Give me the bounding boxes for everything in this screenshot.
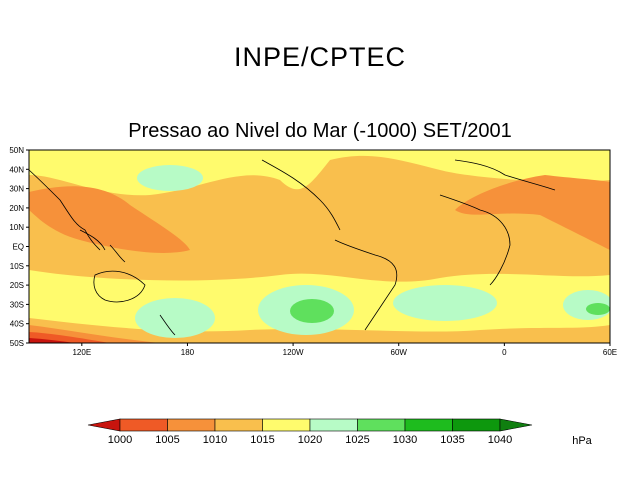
latitude-axis: 50N 40N 30N 20N 10N EQ 10S 20S 30S 40S 50S (9, 146, 29, 348)
lat-tick-label: 20N (9, 204, 24, 213)
lon-tick-label: 180 (181, 348, 195, 357)
colorbar-label: 1035 (440, 434, 464, 446)
colorbar-swatch (167, 418, 216, 432)
lon-tick-label: 0 (502, 348, 507, 357)
pressure-field (29, 150, 610, 343)
colorbar-label: 1005 (155, 434, 179, 446)
colorbar-label: 1025 (345, 434, 369, 446)
map-title: Pressao ao Nivel do Mar (-1000) SET/2001 (128, 120, 512, 142)
high-tasman (135, 298, 215, 338)
colorbar-unit: hPa (572, 435, 592, 447)
colorbar-swatch (309, 418, 358, 432)
coast-australia (93, 270, 146, 303)
lat-tick-label: 40N (9, 165, 24, 174)
lat-tick-label: EQ (12, 243, 24, 252)
lat-tick-label: 50N (9, 146, 24, 155)
coast-europe (454, 159, 556, 191)
colorbar-label: 1010 (203, 434, 227, 446)
colorbar-label: 1015 (250, 434, 274, 446)
colorbar-swatch (404, 418, 453, 432)
lon-tick-label: 120W (283, 348, 304, 357)
lat-tick-label: 20S (10, 281, 24, 290)
colorbar: 1000 1005 1010 1015 1020 1025 1030 1035 1040 hPa (87, 418, 593, 447)
lon-tick-label: 120E (72, 348, 91, 357)
coast-north-america (261, 159, 341, 231)
low-africa-asia (455, 175, 610, 250)
coast-south-america (334, 239, 398, 331)
core-indian (586, 303, 610, 315)
colorbar-swatch (452, 418, 501, 432)
coast-maritime (79, 229, 126, 263)
colorbar-swatch (87, 418, 121, 432)
coast-new-zealand (159, 314, 176, 336)
coast-asia (29, 169, 101, 251)
colorbar-swatch (262, 418, 311, 432)
field-dark3 (29, 338, 75, 343)
lon-tick-label: 60W (391, 348, 408, 357)
high-south-atlantic (393, 285, 497, 321)
colorbar-swatch (499, 418, 533, 432)
lat-tick-label: 40S (10, 320, 24, 329)
lat-tick-label: 50S (10, 339, 24, 348)
low-west-pacific (29, 186, 190, 253)
coastlines (29, 159, 556, 336)
lat-tick-label: 30N (9, 185, 24, 194)
lat-tick-label: 10N (9, 223, 24, 232)
colorbar-swatch (119, 418, 168, 432)
header-title: INPE/CPTEC (233, 42, 407, 72)
colorbar-label: 1030 (393, 434, 417, 446)
lat-tick-label: 30S (10, 300, 24, 309)
longitude-axis: 120E 180 120W 60W 0 60E (72, 343, 617, 357)
colorbar-label: 1040 (488, 434, 512, 446)
core-south-pacific (290, 299, 334, 323)
lat-tick-label: 10S (10, 262, 24, 271)
lon-tick-label: 60E (603, 348, 617, 357)
colorbar-label: 1020 (298, 434, 322, 446)
coast-africa (439, 194, 511, 286)
high-north-pacific (137, 165, 203, 191)
colorbar-swatch (214, 418, 263, 432)
colorbar-label: 1000 (108, 434, 132, 446)
colorbar-swatch (357, 418, 406, 432)
